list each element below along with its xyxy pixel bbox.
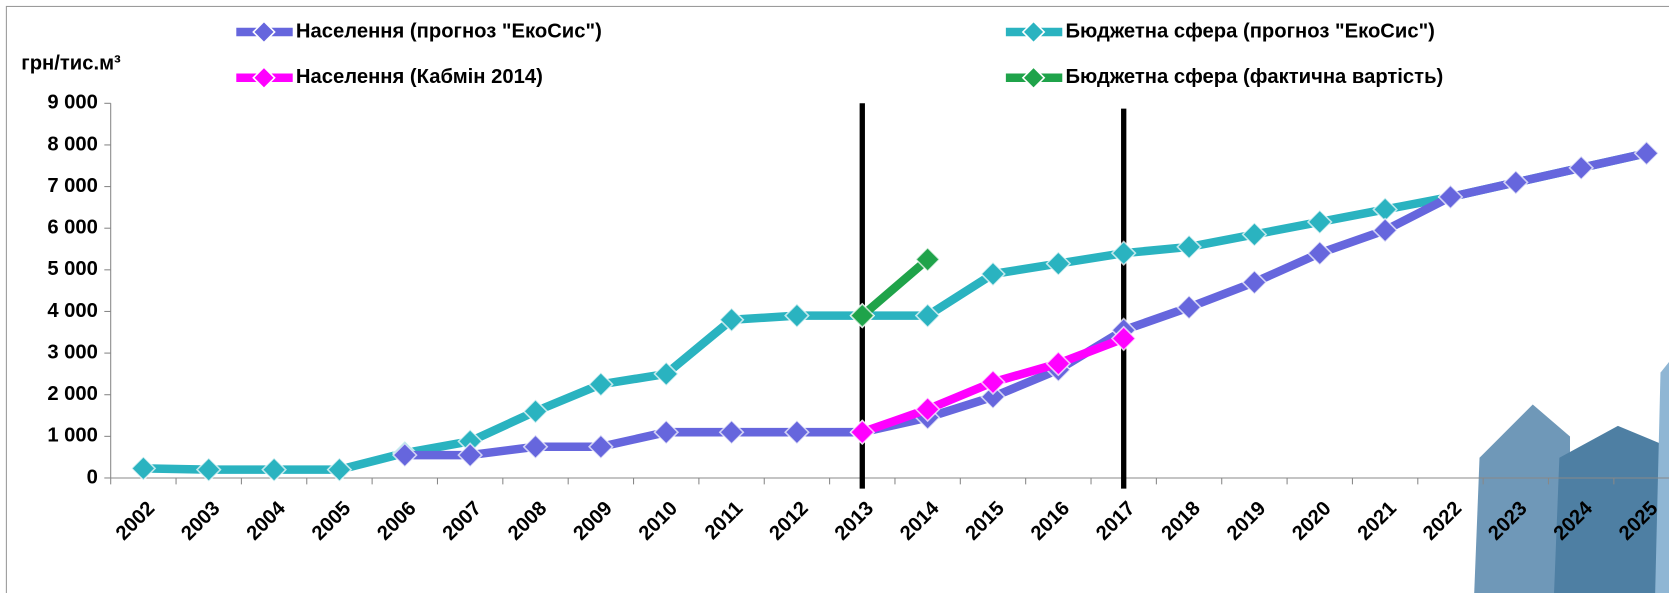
data-marker — [718, 419, 745, 446]
y-tick-label: 1 000 — [47, 425, 98, 447]
data-marker — [914, 246, 941, 273]
x-tick-label: 2005 — [308, 497, 355, 544]
x-tick-label: 2019 — [1223, 497, 1270, 544]
data-marker — [195, 456, 222, 483]
data-marker — [980, 383, 1006, 410]
y-tick-label: 8 000 — [47, 133, 98, 155]
y-tick-label: 3 000 — [47, 341, 98, 363]
data-marker — [522, 433, 549, 460]
data-marker — [391, 442, 418, 468]
data-marker — [653, 419, 680, 446]
data-marker — [784, 419, 810, 446]
data-marker — [980, 261, 1006, 287]
y-tick-label: 6 000 — [47, 217, 98, 239]
data-marker — [326, 456, 353, 483]
data-marker — [1176, 294, 1202, 321]
x-tick-label: 2016 — [1027, 497, 1074, 544]
data-marker — [1045, 350, 1072, 377]
y-tick-label: 4 000 — [47, 300, 98, 322]
y-tick-label: 7 000 — [47, 175, 98, 197]
data-marker — [849, 302, 876, 329]
x-tick-label: 2012 — [765, 497, 812, 544]
data-marker — [1241, 269, 1268, 296]
building-picture — [1474, 361, 1669, 593]
data-marker — [588, 371, 614, 398]
data-marker — [1045, 250, 1072, 277]
y-axis-label: грн/тис.м³ — [21, 52, 121, 74]
x-tick-label: 2010 — [635, 497, 682, 544]
data-marker — [914, 302, 941, 329]
data-marker — [914, 396, 941, 423]
y-tick-label: 0 — [87, 466, 98, 488]
x-tick-label: 2022 — [1419, 497, 1466, 544]
data-marker — [718, 306, 745, 333]
x-tick-label: 2007 — [439, 497, 486, 544]
legend-label: Бюджетна сфера (прогноз "ЕкоСис") — [1065, 20, 1434, 42]
legend-label: Населення (Кабмін 2014) — [296, 66, 543, 88]
legend-label: Населення (прогноз "ЕкоСис") — [296, 20, 602, 42]
x-tick-label: 2009 — [569, 497, 616, 544]
legend-marker — [1021, 20, 1046, 44]
data-marker — [1633, 140, 1660, 167]
data-marker — [653, 361, 680, 387]
data-marker — [457, 442, 483, 468]
data-marker — [1372, 217, 1398, 244]
data-marker — [1110, 240, 1137, 267]
x-tick-label: 2006 — [373, 497, 420, 544]
y-tick-label: 9 000 — [47, 92, 98, 114]
data-marker — [1502, 169, 1529, 196]
data-marker — [1437, 184, 1464, 210]
x-tick-label: 2020 — [1288, 497, 1335, 544]
x-tick-label: 2018 — [1158, 497, 1205, 544]
x-tick-label: 2021 — [1354, 497, 1401, 544]
x-tick-label: 2008 — [504, 497, 551, 544]
x-tick-label: 2013 — [831, 497, 878, 544]
x-tick-label: 2015 — [961, 497, 1008, 544]
chart-border — [5, 5, 1669, 593]
data-marker — [1306, 240, 1333, 267]
x-tick-label: 2003 — [177, 497, 224, 544]
data-marker — [1110, 325, 1137, 352]
data-marker — [588, 433, 614, 460]
legend-marker — [252, 20, 276, 44]
data-marker — [130, 455, 157, 482]
x-tick-label: 2004 — [243, 497, 291, 545]
data-marker — [1176, 234, 1202, 260]
data-marker — [261, 456, 287, 483]
data-marker — [1568, 154, 1595, 181]
x-tick-label: 2017 — [1092, 497, 1139, 544]
legend-marker — [252, 65, 276, 90]
data-marker — [1241, 221, 1268, 248]
data-marker — [522, 398, 549, 425]
x-tick-label: 2011 — [701, 497, 748, 544]
data-marker — [1306, 209, 1333, 235]
x-tick-label: 2014 — [896, 497, 944, 545]
data-marker — [980, 369, 1006, 396]
data-marker — [784, 302, 810, 329]
legend-label: Бюджетна сфера (фактична вартість) — [1065, 66, 1443, 88]
y-tick-label: 5 000 — [47, 258, 98, 280]
y-tick-label: 2 000 — [47, 383, 98, 405]
legend-marker — [1021, 65, 1046, 90]
x-tick-label: 2002 — [112, 497, 159, 544]
series-line — [859, 256, 931, 319]
series-line — [404, 149, 1648, 460]
data-marker — [849, 419, 876, 446]
